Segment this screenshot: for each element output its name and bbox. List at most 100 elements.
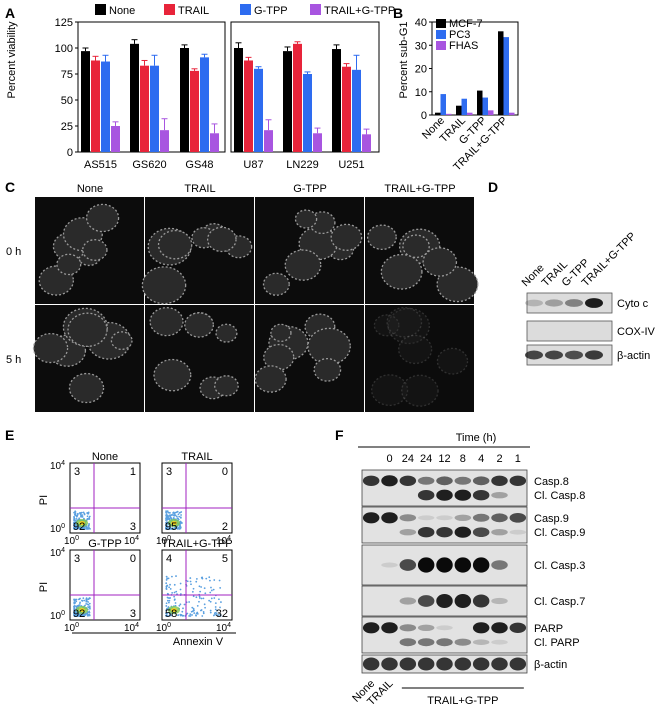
legend-label: None <box>109 5 135 17</box>
flow-event <box>74 512 77 515</box>
flow-event <box>173 595 176 598</box>
blot-band <box>491 657 508 671</box>
ylabel-a: Percent viability <box>6 21 18 99</box>
flow-event <box>198 600 200 603</box>
blot-band <box>491 560 508 570</box>
flow-event <box>213 597 216 599</box>
blot-band <box>472 513 490 522</box>
flow-event <box>167 615 170 617</box>
time-point-label: 24 <box>402 453 414 465</box>
blot-strip <box>361 616 528 654</box>
flow-event <box>177 513 180 516</box>
flow-event <box>214 608 217 611</box>
micrograph-cell <box>294 209 318 229</box>
panel-f-band-label: Casp.8 <box>534 476 569 488</box>
flow-event <box>167 517 170 519</box>
flow-event <box>73 515 75 518</box>
bar-b <box>503 37 509 115</box>
category-label-a: U87 <box>243 159 263 171</box>
flow-event <box>195 612 198 615</box>
category-label-a: U251 <box>338 159 364 171</box>
blot-band <box>472 622 490 634</box>
blot-band <box>472 490 490 501</box>
flow-event <box>193 612 196 614</box>
flow-event <box>202 611 205 613</box>
flow-event <box>218 579 221 582</box>
flow-event <box>83 526 86 529</box>
bar-a <box>210 133 219 152</box>
blot-band <box>381 475 398 487</box>
flow-event <box>74 527 76 530</box>
flow-event <box>203 603 206 606</box>
flow-event <box>192 607 195 610</box>
flow-event <box>166 514 169 517</box>
bar-b <box>498 31 504 115</box>
flow-event <box>168 597 171 600</box>
flow-event <box>195 580 198 583</box>
quadrant-upper-right: 1 <box>130 466 136 478</box>
bar-a <box>293 43 302 153</box>
flow-event <box>219 613 222 616</box>
flow-event <box>88 602 91 605</box>
panel-f: Time (h) 0 24 24 12 8 4 2 1 Casp.8 Cl. Casp.8 Casp.… <box>350 432 585 708</box>
flow-event <box>88 597 91 599</box>
time-point-label: 4 <box>478 453 484 465</box>
flow-event <box>173 591 176 594</box>
panel-f-band-label: Cl. Casp.3 <box>534 560 585 572</box>
flow-event <box>208 599 211 602</box>
blot-band <box>454 526 472 538</box>
ytick-label-a: 50 <box>61 95 73 107</box>
flow-event <box>77 527 80 530</box>
flow-event <box>165 602 168 605</box>
quadrant-upper-left: 4 <box>166 553 172 565</box>
flow-event <box>75 600 78 603</box>
micrograph-cell <box>307 327 351 365</box>
ytick-label-b: 20 <box>415 64 427 76</box>
bar-a <box>283 51 292 153</box>
flow-event <box>88 610 91 613</box>
flow-event <box>85 528 88 530</box>
flow-event <box>166 577 169 580</box>
flow-event <box>180 514 182 516</box>
micrograph-cell <box>313 357 342 382</box>
micrograph-cell <box>436 266 479 303</box>
flow-event <box>167 606 170 608</box>
bar-a <box>130 43 139 153</box>
panel-f-band-label: Cl. PARP <box>534 637 580 649</box>
micrograph-cell <box>387 307 430 345</box>
blot-band <box>565 299 583 307</box>
blot-band <box>399 657 417 671</box>
flow-event <box>191 590 194 593</box>
flow-event <box>73 609 76 612</box>
bar-b <box>446 113 452 115</box>
micrograph-cell <box>254 365 287 393</box>
flow-event <box>175 515 178 518</box>
bar-a <box>91 60 100 153</box>
bar-a <box>352 69 361 152</box>
micrograph-cell <box>82 239 108 261</box>
flow-event <box>173 512 176 515</box>
flow-event <box>172 517 175 520</box>
panel-d-band-label: Cyto c <box>617 298 649 310</box>
ytick-label-a: 0 <box>67 147 73 159</box>
flow-event <box>74 510 77 513</box>
ytick-label-b: 30 <box>415 40 427 52</box>
flow-event <box>179 527 182 530</box>
legend-swatch <box>240 4 251 15</box>
legend-swatch <box>95 4 106 15</box>
flow-event <box>217 614 220 616</box>
xtick-label-e: 100 <box>64 622 79 634</box>
panel-f-band-label: Cl. Casp.9 <box>534 527 585 539</box>
time-point-label: 2 <box>496 453 502 465</box>
bar-b <box>477 90 483 115</box>
flow-event <box>209 609 212 612</box>
blot-band <box>436 593 453 609</box>
flow-event <box>165 605 168 607</box>
flow-event <box>196 604 199 607</box>
blot-band <box>472 476 490 486</box>
blot-band <box>454 476 472 485</box>
blot-strip <box>526 320 613 342</box>
flow-event <box>210 597 213 600</box>
ylabel-e: PI <box>38 582 50 592</box>
time-point-label: 1 <box>515 453 521 465</box>
